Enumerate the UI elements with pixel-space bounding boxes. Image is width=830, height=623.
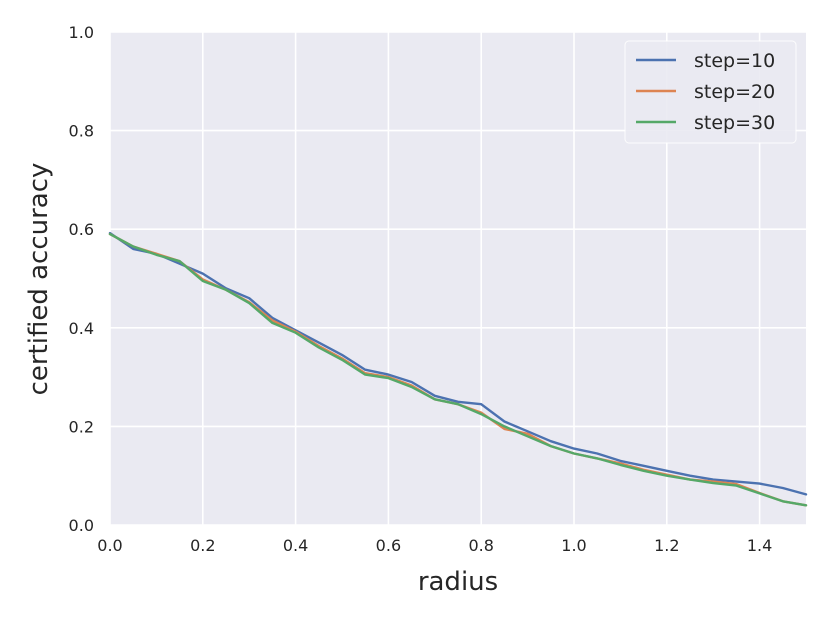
x-tick-label: 1.0 [561, 536, 586, 555]
legend-label: step=30 [694, 112, 775, 134]
y-tick-label: 0.6 [69, 220, 94, 239]
x-tick-label: 0.0 [97, 536, 122, 555]
y-tick-label: 0.0 [69, 516, 94, 535]
x-axis-title: radius [418, 567, 498, 597]
y-tick-label: 0.2 [69, 417, 94, 436]
x-tick-label: 0.4 [283, 536, 308, 555]
legend-label: step=20 [694, 81, 775, 103]
y-tick-label: 1.0 [69, 23, 94, 42]
series-lines [108, 231, 808, 507]
legend-box [624, 40, 797, 144]
legend: step=10 step=20 step=30 [624, 40, 797, 144]
legend-label: step=10 [694, 50, 775, 72]
y-tick-label: 0.8 [69, 122, 94, 141]
x-tick-label: 0.2 [190, 536, 215, 555]
series-line-step-10 [108, 231, 808, 496]
x-tick-label: 1.4 [747, 536, 772, 555]
y-tick-label: 0.4 [69, 319, 94, 338]
x-tick-label: 1.2 [654, 536, 679, 555]
y-axis-title: certified accuracy [24, 163, 54, 396]
series-line-step-30 [108, 232, 808, 507]
tick-labels: 0.0 0.2 0.4 0.6 0.8 1.0 1.2 1.4 0.0 0.2 0.4 0.6 0.8 1… [69, 23, 773, 555]
x-tick-label: 0.8 [468, 536, 493, 555]
x-tick-label: 0.6 [376, 536, 401, 555]
